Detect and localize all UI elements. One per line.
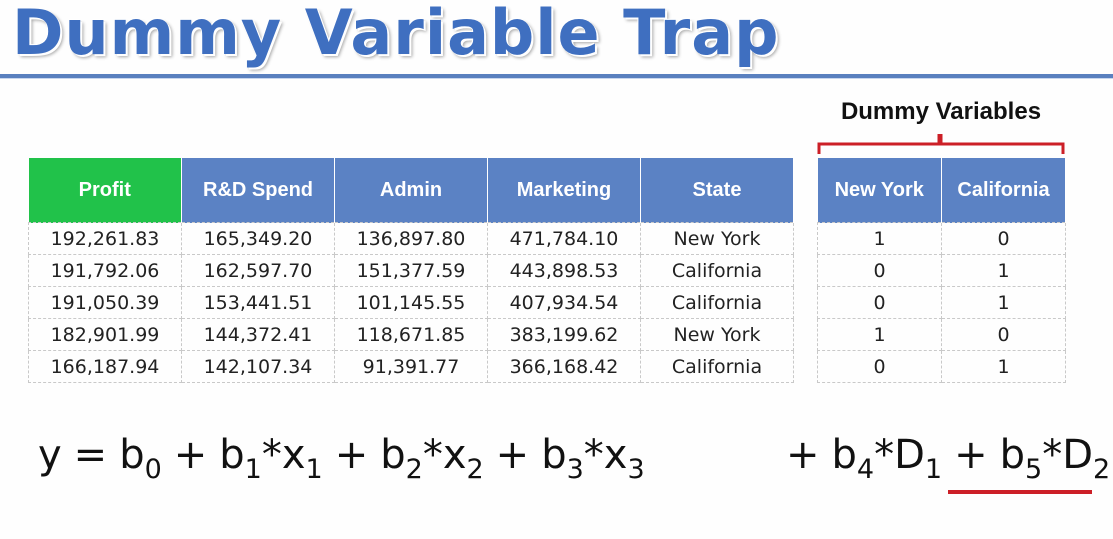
table-cell: 166,187.94	[28, 350, 182, 383]
table-row: 191,792.06 162,597.70 151,377.59 443,898.53…	[28, 254, 794, 287]
table-cell: 182,901.99	[28, 318, 182, 351]
column-header-rd-spend: R&D Spend	[181, 158, 335, 223]
table-cell: 144,372.41	[181, 318, 335, 351]
column-header-california: California	[941, 158, 1066, 223]
table-cell: California	[640, 350, 794, 383]
page-title: Dummy Variable Trap	[12, 0, 780, 69]
trap-term-underline	[948, 490, 1092, 494]
table-cell: 162,597.70	[181, 254, 335, 287]
table-cell: 191,050.39	[28, 286, 182, 319]
column-header-marketing: Marketing	[487, 158, 641, 223]
table-cell: 91,391.77	[334, 350, 488, 383]
table-cell: 471,784.10	[487, 222, 641, 255]
table-cell: 383,199.62	[487, 318, 641, 351]
column-header-admin: Admin	[334, 158, 488, 223]
dummy-terms-equation: + b4*D1 + b5*D2	[786, 432, 1111, 485]
table-cell: 0	[817, 286, 942, 319]
table-cell: 192,261.83	[28, 222, 182, 255]
table-cell: 0	[941, 318, 1066, 351]
table-cell: 366,168.42	[487, 350, 641, 383]
table-cell: 1	[817, 318, 942, 351]
table-cell: 118,671.85	[334, 318, 488, 351]
table-cell: 1	[941, 254, 1066, 287]
table-row: 182,901.99 144,372.41 118,671.85 383,199.62…	[28, 318, 794, 351]
table-cell: 1	[941, 350, 1066, 383]
table-cell: 443,898.53	[487, 254, 641, 287]
table-header-row: Profit R&D Spend Admin Marketing State	[28, 158, 794, 223]
table-row: 166,187.94 142,107.34 91,391.77 366,168.42 C…	[28, 350, 794, 383]
table-header-row: New York California	[817, 158, 1066, 223]
table-cell: California	[640, 254, 794, 287]
table-cell: 191,792.06	[28, 254, 182, 287]
dummy-variables-label: Dummy Variables	[840, 98, 1042, 125]
table-cell: 0	[817, 350, 942, 383]
table-cell: 0	[817, 254, 942, 287]
title-divider	[0, 74, 1113, 79]
table-row: 192,261.83 165,349.20 136,897.80 471,784.10…	[28, 222, 794, 255]
data-table: Profit R&D Spend Admin Marketing State 1…	[28, 158, 794, 383]
table-cell: 153,441.51	[181, 286, 335, 319]
table-cell: 101,145.55	[334, 286, 488, 319]
column-header-state: State	[640, 158, 794, 223]
column-header-new-york: New York	[817, 158, 942, 223]
table-cell: 1	[941, 286, 1066, 319]
table-cell: New York	[640, 222, 794, 255]
table-cell: 151,377.59	[334, 254, 488, 287]
table-cell: 0	[941, 222, 1066, 255]
table-cell: 1	[817, 222, 942, 255]
table-cell: 407,934.54	[487, 286, 641, 319]
table-cell: 165,349.20	[181, 222, 335, 255]
column-header-profit: Profit	[28, 158, 182, 223]
table-row: 191,050.39 153,441.51 101,145.55 407,934.54…	[28, 286, 794, 319]
table-cell: California	[640, 286, 794, 319]
dummy-bracket	[817, 134, 1065, 154]
regression-equation: y = b0 + b1*x1 + b2*x2 + b3*x3	[38, 432, 645, 485]
table-cell: 142,107.34	[181, 350, 335, 383]
table-cell: New York	[640, 318, 794, 351]
table-cell: 136,897.80	[334, 222, 488, 255]
